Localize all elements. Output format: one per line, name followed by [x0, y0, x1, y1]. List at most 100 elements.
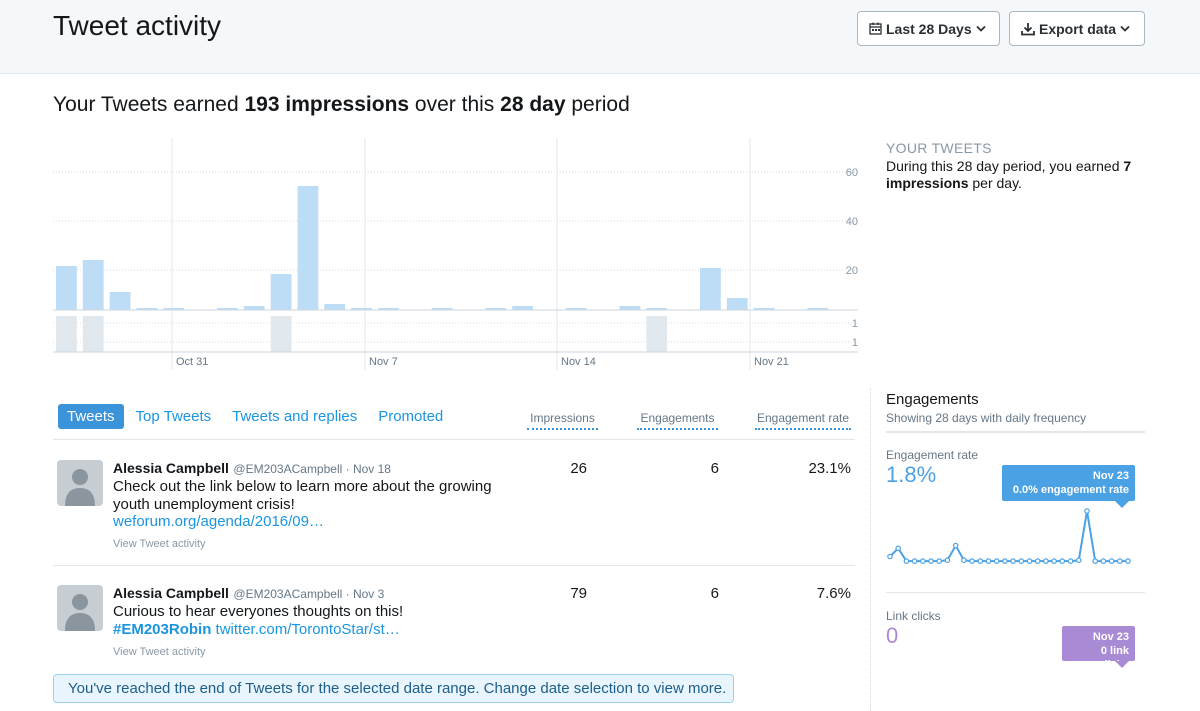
engagement-rate-point[interactable]	[944, 557, 951, 564]
engagement-rate-point[interactable]	[961, 557, 967, 564]
impressions-chart: 60 40 20 1 1 Oct 31 Nov 7 Nov 14 Nov 21	[53, 138, 858, 370]
date-range-button[interactable]: Last 28 Days	[857, 11, 1000, 46]
impressions-bar	[324, 304, 346, 310]
engagement-rate-point[interactable]	[985, 558, 992, 564]
x-tick-label: Nov 14	[561, 356, 596, 368]
impressions-bar	[619, 306, 641, 310]
engagement-rate-point[interactable]	[1059, 558, 1066, 564]
engagement-rate-point[interactable]	[1108, 558, 1115, 564]
engagement-rate-point[interactable]	[1084, 508, 1090, 514]
link-clicks-block: Link clicks 0	[886, 609, 1145, 649]
engagements-subtitle: Showing 28 days with daily frequency	[886, 411, 1087, 425]
engagement-rate-point[interactable]	[1092, 558, 1099, 564]
tweet-author-name[interactable]: Alessia Campbell	[113, 460, 229, 476]
impressions-bar	[297, 186, 319, 310]
engagement-rate-point[interactable]	[1002, 558, 1008, 564]
engagement-rate-point[interactable]	[911, 558, 918, 564]
header-bar: Tweet activity Last 28 Days Export data	[0, 0, 1200, 74]
engagement-rate-tooltip: Nov 23 0.0% engagement rate	[1002, 465, 1135, 508]
engagement-rate-point[interactable]	[928, 558, 934, 564]
engagement-rate-point[interactable]	[993, 558, 1000, 564]
y-tick-label: 1	[852, 337, 858, 349]
view-tweet-activity-link[interactable]: View Tweet activity	[113, 537, 206, 550]
date-range-label: Last 28 Days	[886, 20, 972, 37]
impressions-bar	[351, 308, 372, 310]
engagement-rate-point[interactable]	[969, 558, 975, 564]
engagement-rate-point[interactable]	[1125, 558, 1131, 564]
engagements-bar	[646, 316, 668, 352]
tweet-content: Alessia Campbell @EM203ACampbell · Nov 1…	[113, 460, 493, 550]
avatar[interactable]	[57, 585, 103, 631]
engagement-rate-point[interactable]	[1051, 558, 1057, 564]
export-data-button[interactable]: Export data	[1009, 11, 1145, 46]
engagement-rate-point[interactable]	[1076, 557, 1082, 564]
column-engagement-rate[interactable]: Engagement rate	[755, 411, 851, 430]
engagements-bar	[82, 316, 104, 352]
tweet-link[interactable]: weforum.org/agenda/2016/09…	[113, 513, 324, 530]
your-tweets-text: During this 28 day period, you earned	[886, 158, 1120, 174]
tweet-impressions: 26	[570, 460, 587, 477]
tweet-hashtag[interactable]: #EM203Robin	[113, 620, 212, 638]
tweet-author-name[interactable]: Alessia Campbell	[113, 585, 229, 601]
engagement-rate-point[interactable]	[1010, 558, 1016, 564]
engagement-rate-point[interactable]	[919, 558, 926, 564]
engagement-rate-point[interactable]	[895, 545, 902, 552]
tweet-meta: @EM203ACampbell · Nov 18	[233, 462, 391, 476]
engagement-rate-point[interactable]	[952, 542, 959, 549]
impressions-bar	[512, 306, 533, 310]
tweet-row: Alessia Campbell @EM203ACampbell · Nov 3…	[53, 566, 855, 666]
tweet-meta: @EM203ACampbell · Nov 3	[233, 587, 385, 601]
engagement-rate-value: 1.8%	[886, 462, 937, 487]
engagement-rate-point[interactable]	[903, 558, 910, 564]
engagement-rate-block: Engagement rate 1.8%	[886, 448, 1145, 488]
engagement-rate-point[interactable]	[1043, 558, 1049, 564]
engagement-rate-point[interactable]	[887, 553, 893, 560]
impressions-bar	[82, 260, 104, 310]
your-tweets-description: During this 28 day period, you earned 7 …	[886, 158, 1146, 192]
tweet-engagement-rate: 23.1%	[808, 460, 851, 477]
engagement-rate-point[interactable]	[1018, 558, 1025, 564]
chevron-down-icon	[1120, 25, 1130, 32]
tab-promoted[interactable]: Promoted	[378, 408, 444, 425]
engagements-title: Engagements	[886, 391, 979, 408]
default-profile-icon	[65, 594, 95, 631]
tab-tweets[interactable]: Tweets	[58, 404, 124, 429]
column-engagements[interactable]: Engagements	[637, 411, 718, 430]
engagement-rate-point[interactable]	[1034, 558, 1041, 564]
x-tick-label: Nov 21	[754, 356, 789, 368]
engagements-panel-header: Engagements Showing 28 days with daily f…	[886, 391, 1145, 425]
engagement-rate-point[interactable]	[936, 558, 943, 564]
tweet-text: Curious to hear everyones thoughts on th…	[113, 603, 404, 620]
impressions-bar	[646, 308, 668, 310]
tweet-engagement-rate: 7.6%	[816, 585, 851, 602]
export-data-label: Export data	[1039, 20, 1117, 37]
view-tweet-activity-link[interactable]: View Tweet activity	[113, 646, 206, 658]
end-of-range-notice[interactable]: You've reached the end of Tweets for the…	[53, 674, 734, 703]
impressions-bar	[700, 268, 721, 310]
summary-days: 28 day	[500, 93, 566, 116]
tweet-impressions: 79	[570, 585, 587, 602]
engagement-rate-point[interactable]	[1067, 558, 1074, 564]
tab-top-tweets[interactable]: Top Tweets	[135, 408, 212, 425]
summary-prefix: Your Tweets earned	[53, 93, 239, 116]
download-icon	[1021, 22, 1035, 35]
calendar-icon	[869, 22, 882, 35]
summary-impressions: 193 impressions	[244, 93, 410, 116]
default-profile-icon	[65, 469, 95, 506]
column-impressions[interactable]: Impressions	[527, 411, 598, 430]
tooltip-date: Nov 23	[1092, 631, 1129, 643]
your-tweets-suffix: per day.	[972, 175, 1022, 191]
tab-tweets-and-replies[interactable]: Tweets and replies	[232, 408, 358, 425]
tooltip-value: 0 link clicks	[1098, 645, 1129, 671]
avatar[interactable]	[57, 460, 103, 506]
tweet-link[interactable]: twitter.com/TorontoStar/st…	[215, 620, 400, 638]
engagement-rate-point[interactable]	[977, 558, 984, 564]
engagement-rate-line	[889, 510, 1128, 563]
engagement-rate-point[interactable]	[1100, 558, 1107, 564]
tweet-engagements: 6	[710, 460, 719, 477]
your-tweets-caption: YOUR TWEETS	[886, 140, 992, 156]
summary-middle: over this	[414, 93, 495, 116]
engagement-rate-point[interactable]	[1026, 558, 1033, 564]
engagement-rate-point[interactable]	[1117, 558, 1123, 564]
link-clicks-tooltip: Nov 23 0 link clicks	[1062, 626, 1135, 671]
